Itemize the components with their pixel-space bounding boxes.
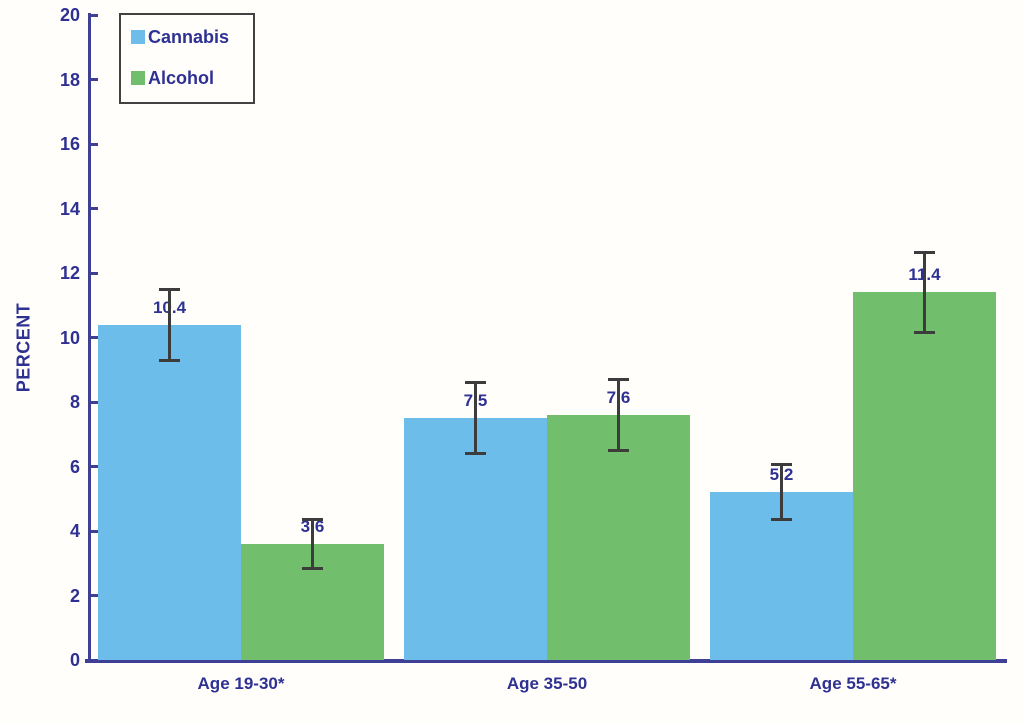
y-tick-label: 6: [69, 456, 80, 477]
y-tick-label: 0: [69, 650, 80, 670]
error-bar-line: [617, 379, 620, 451]
error-bar-cap-bottom: [771, 518, 792, 522]
y-axis-line: [88, 13, 91, 663]
y-tick-mark: [91, 78, 98, 81]
y-tick-mark: [91, 207, 98, 210]
x-category-label: Age 55-65*: [809, 674, 897, 693]
error-bar-line: [780, 464, 783, 520]
y-tick-mark: [91, 658, 98, 662]
y-tick-label: 16: [59, 134, 80, 154]
error-bar-line: [168, 289, 171, 361]
error-bar-cap-top: [302, 518, 323, 522]
bar-cannabis-age-35-50: [404, 418, 547, 660]
legend: Cannabis Alcohol: [119, 13, 255, 104]
y-tick-label: 8: [69, 392, 80, 412]
x-category-label: Age 19-30*: [197, 674, 285, 693]
legend-item-cannabis: Cannabis: [131, 28, 243, 46]
bar-alcohol-age-35-50: [547, 414, 690, 660]
y-tick-mark: [91, 336, 98, 339]
legend-label: Cannabis: [148, 27, 230, 47]
y-tick-label: 12: [59, 263, 80, 283]
error-bar-cap-bottom: [159, 358, 180, 362]
error-bar-cap-top: [771, 463, 792, 467]
y-tick-label: 10: [59, 327, 80, 348]
error-bar-line: [474, 382, 477, 454]
error-bar-line: [923, 252, 926, 333]
y-tick-mark: [91, 400, 98, 404]
bar-cannabis-age-19-30: [98, 324, 241, 660]
error-bar-cap-bottom: [914, 331, 935, 335]
error-bar-cap-top: [608, 377, 629, 381]
error-bar-cap-bottom: [465, 452, 486, 456]
y-tick-label: 14: [59, 198, 80, 219]
y-tick-label: 2: [69, 585, 80, 606]
y-tick-mark: [91, 142, 98, 146]
x-category-label: Age 35-50: [506, 674, 588, 693]
error-bar-cap-top: [159, 287, 180, 291]
x-axis-line: [85, 659, 1007, 663]
y-tick-mark: [91, 594, 98, 597]
y-tick-label: 4: [69, 521, 80, 541]
y-tick-mark: [91, 13, 98, 17]
y-tick-mark: [91, 465, 98, 468]
legend-swatch-alcohol: [131, 71, 145, 85]
error-bar-cap-bottom: [302, 566, 323, 570]
y-tick-label: 18: [59, 69, 80, 90]
y-axis-title: PERCENT: [13, 302, 34, 393]
y-tick-label: 20: [59, 5, 80, 25]
error-bar-cap-top: [465, 381, 486, 385]
error-bar-cap-bottom: [608, 448, 629, 452]
error-bar-cap-top: [914, 250, 935, 254]
y-tick-mark: [91, 529, 98, 533]
y-tick-mark: [91, 271, 98, 275]
error-bar-line: [311, 519, 314, 569]
bar-alcohol-age-55-65: [853, 292, 996, 660]
legend-item-alcohol: Alcohol: [131, 69, 243, 87]
legend-label: Alcohol: [148, 68, 214, 88]
legend-swatch-cannabis: [131, 30, 145, 44]
